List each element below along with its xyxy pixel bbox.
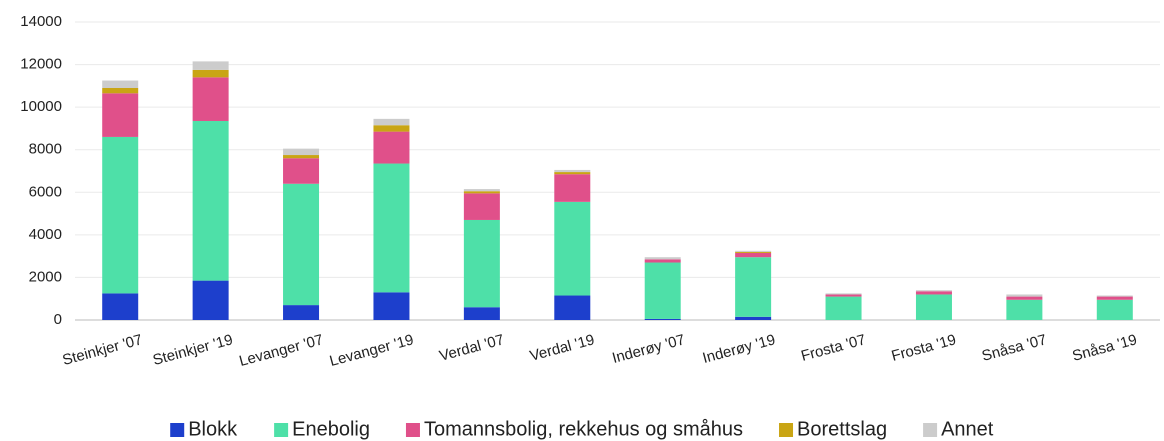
bar-segment — [735, 316, 772, 320]
bar-segment — [825, 294, 862, 297]
bar-segment — [463, 193, 500, 220]
x-tick-label: Frosta '07 — [799, 331, 867, 365]
bar-segment — [644, 318, 681, 320]
x-tick-label: Snåsa '19 — [1070, 331, 1138, 365]
legend-swatch — [170, 423, 185, 437]
x-tick-label: Frosta '19 — [890, 331, 958, 365]
legend-swatch — [779, 423, 794, 437]
bar-segment — [735, 251, 772, 253]
legend-swatch — [923, 423, 938, 437]
bar-segment — [1006, 299, 1043, 320]
bar-segment — [1096, 295, 1133, 297]
x-tick-label: Levanger '07 — [237, 331, 325, 370]
y-tick-label: 6000 — [29, 183, 62, 200]
y-tick-label: 10000 — [20, 98, 62, 115]
bar-segment — [373, 118, 410, 126]
x-tick-label: Verdal '19 — [528, 331, 596, 365]
bar-segment — [554, 174, 591, 202]
bar-segment — [554, 172, 591, 175]
bar-segment — [102, 136, 139, 294]
x-tick-label: Inderøy '19 — [701, 331, 777, 367]
legend-label: Enebolig — [292, 418, 370, 440]
x-tick-label: Inderøy '07 — [610, 331, 686, 367]
bar-segment — [644, 259, 681, 263]
y-tick-label: 2000 — [29, 268, 62, 285]
bar-segment — [1006, 294, 1043, 297]
bar-segment — [463, 219, 500, 308]
bar-segment — [192, 69, 229, 78]
bar-segment — [825, 293, 862, 295]
bar-segment — [463, 191, 500, 194]
bar-segment — [102, 93, 139, 137]
bar-segment — [735, 252, 772, 258]
bar-segment — [283, 305, 320, 320]
bar-segment — [735, 250, 772, 252]
y-tick-label: 0 — [54, 311, 62, 328]
bar-segment — [554, 201, 591, 296]
y-tick-label: 12000 — [20, 56, 62, 73]
bar-segment — [1096, 296, 1133, 300]
bar-segment — [1096, 299, 1133, 320]
x-tick-label: Steinkjer '19 — [151, 331, 235, 369]
bar-segment — [644, 257, 681, 260]
bar-segment — [192, 61, 229, 70]
bar-segment — [192, 120, 229, 281]
bar-segment — [463, 307, 500, 320]
bar-segment — [283, 148, 320, 156]
x-tick-label: Levanger '19 — [328, 331, 416, 370]
legend-label: Annet — [941, 418, 994, 440]
bar-segment — [283, 158, 320, 184]
legend-label: Tomannsbolig, rekkehus og småhus — [424, 418, 743, 440]
y-tick-label: 14000 — [20, 13, 62, 30]
bar-segment — [825, 296, 862, 320]
bar-segment — [1006, 296, 1043, 300]
bar-segment — [373, 163, 410, 293]
bar-segment — [554, 295, 591, 320]
bar-segment — [915, 294, 952, 320]
bar-segment — [192, 280, 229, 320]
bar-segment — [915, 290, 952, 292]
y-tick-label: 8000 — [29, 141, 62, 158]
legend-label: Blokk — [188, 418, 238, 440]
legend-swatch — [405, 423, 420, 437]
legend-label: Borettslag — [797, 418, 887, 440]
bar-segment — [735, 257, 772, 317]
x-tick-label: Snåsa '07 — [980, 331, 1048, 365]
bar-segment — [192, 77, 229, 121]
y-tick-label: 4000 — [29, 226, 62, 243]
bar-segment — [373, 125, 410, 132]
bar-segment — [915, 291, 952, 295]
bar-segment — [463, 189, 500, 192]
bar-segment — [644, 262, 681, 319]
bar-segment — [102, 293, 139, 320]
bar-segment — [373, 131, 410, 164]
bar-segment — [102, 80, 139, 88]
bar-segment — [283, 155, 320, 159]
x-tick-label: Steinkjer '07 — [61, 331, 145, 369]
bar-segment — [373, 292, 410, 320]
bar-segment — [283, 183, 320, 306]
legend-swatch — [274, 423, 289, 437]
x-tick-label: Verdal '07 — [438, 331, 506, 365]
bar-segment — [554, 169, 591, 173]
bar-segment — [102, 87, 139, 94]
